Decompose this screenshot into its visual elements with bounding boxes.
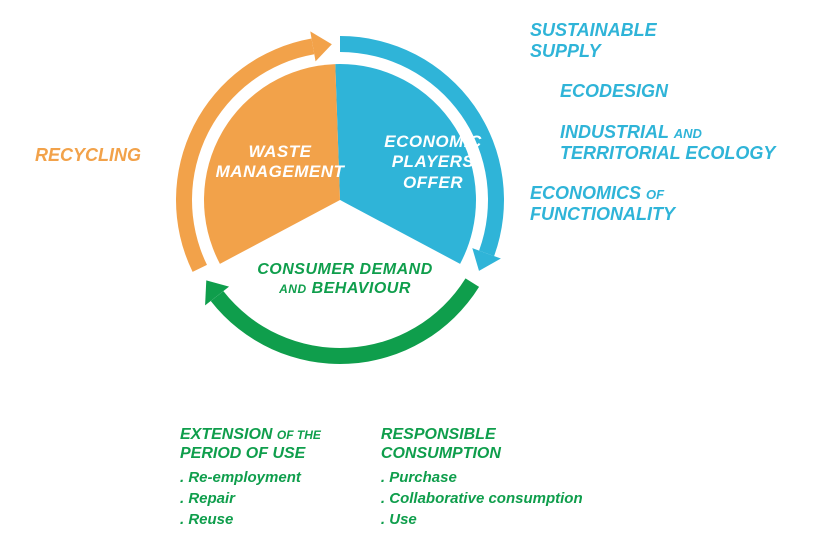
circular-chart	[160, 20, 520, 380]
text: RECYCLING	[35, 145, 141, 165]
text: PLAYERS	[358, 152, 508, 172]
text: ECONOMIC	[358, 132, 508, 152]
text: ECODESIGN	[560, 81, 810, 102]
list-item: . Collaborative consumption	[381, 488, 583, 509]
list-item: . Re-employment	[180, 467, 321, 488]
pie-svg	[160, 20, 520, 380]
list: . Re-employment . Repair . Reuse	[180, 467, 321, 530]
pie-label-economic: ECONOMIC PLAYERS OFFER	[358, 132, 508, 193]
text: OFFER	[358, 173, 508, 193]
text: TERRITORIAL ECOLOGY	[560, 143, 810, 164]
pie-label-consumer: CONSUMER DEMAND AND BEHAVIOUR	[230, 260, 460, 298]
label-responsible: RESPONSIBLE CONSUMPTION . Purchase . Col…	[381, 425, 583, 530]
label-extension: EXTENSION OF THE PERIOD OF USE . Re-empl…	[180, 425, 321, 530]
heading: RESPONSIBLE CONSUMPTION	[381, 425, 583, 463]
list: . Purchase . Collaborative consumption .…	[381, 467, 583, 530]
bottom-labels: EXTENSION OF THE PERIOD OF USE . Re-empl…	[180, 425, 790, 530]
pie-label-waste: WASTE MANAGEMENT	[200, 142, 360, 183]
heading: EXTENSION OF THE PERIOD OF USE	[180, 425, 321, 463]
list-item: . Reuse	[180, 509, 321, 530]
text: ECONOMICS OF	[530, 183, 810, 204]
text: SUSTAINABLE	[530, 20, 810, 41]
text: SUPPLY	[530, 41, 810, 62]
list-item: . Use	[381, 509, 583, 530]
label-recycling: RECYCLING	[35, 145, 141, 166]
label-sustainable-supply: SUSTAINABLE SUPPLY	[530, 20, 810, 61]
text: CONSUMER DEMAND	[230, 260, 460, 279]
text: AND BEHAVIOUR	[230, 279, 460, 298]
text: MANAGEMENT	[200, 162, 360, 182]
text: FUNCTIONALITY	[530, 204, 810, 225]
right-labels: SUSTAINABLE SUPPLY ECODESIGN INDUSTRIAL …	[530, 20, 810, 245]
label-ecodesign: ECODESIGN	[560, 81, 810, 102]
label-industrial-ecology: INDUSTRIAL AND TERRITORIAL ECOLOGY	[560, 122, 810, 163]
text: INDUSTRIAL AND	[560, 122, 810, 143]
label-economics-functionality: ECONOMICS OF FUNCTIONALITY	[530, 183, 810, 224]
list-item: . Purchase	[381, 467, 583, 488]
list-item: . Repair	[180, 488, 321, 509]
text: WASTE	[200, 142, 360, 162]
diagram-stage: ECONOMIC PLAYERS OFFER WASTE MANAGEMENT …	[0, 0, 830, 553]
